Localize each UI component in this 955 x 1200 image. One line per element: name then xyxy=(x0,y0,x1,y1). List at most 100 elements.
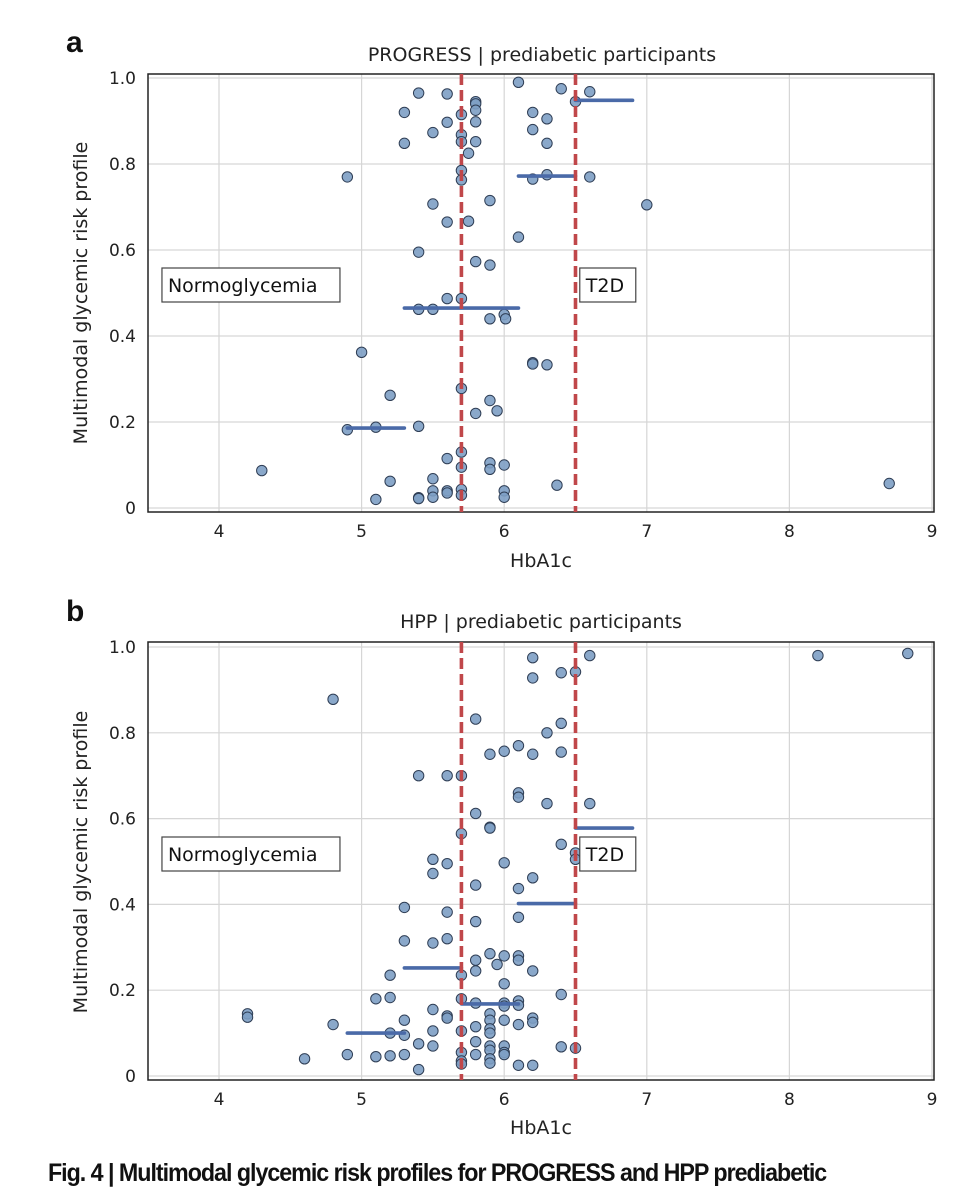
data-point xyxy=(398,106,411,119)
data-point xyxy=(484,1027,496,1039)
data-point xyxy=(484,394,496,407)
data-point xyxy=(484,948,496,960)
y-tick-label: 0 xyxy=(125,499,136,519)
data-point xyxy=(398,1048,411,1061)
data-point xyxy=(241,1011,254,1023)
data-point xyxy=(641,199,653,211)
panel-b-points xyxy=(241,647,914,1076)
data-point xyxy=(499,313,512,325)
y-tick-label: 0.4 xyxy=(109,327,136,347)
y-tick-label: 0.8 xyxy=(109,724,136,744)
data-point xyxy=(512,231,525,243)
data-point xyxy=(498,1048,510,1061)
data-point xyxy=(441,487,453,499)
data-point xyxy=(441,452,453,465)
panel-a-annotations: Normoglycemia T2D xyxy=(161,267,637,303)
annotation-box xyxy=(161,836,341,872)
data-point xyxy=(412,1038,425,1050)
data-point xyxy=(551,479,563,491)
data-point xyxy=(555,83,567,95)
x-tick-label: 4 xyxy=(214,1090,225,1110)
data-point xyxy=(412,420,425,432)
data-point xyxy=(555,717,567,730)
data-point xyxy=(469,407,482,420)
data-point xyxy=(527,1059,539,1071)
data-point xyxy=(484,748,496,760)
data-point xyxy=(427,867,439,880)
data-point xyxy=(384,969,396,981)
data-point xyxy=(498,978,510,990)
x-tick-label: 8 xyxy=(784,1090,795,1110)
data-point xyxy=(512,739,525,752)
x-tick-label: 4 xyxy=(214,522,225,542)
plot-frame xyxy=(147,641,935,1081)
y-tick-label: 1.0 xyxy=(109,69,136,89)
data-point xyxy=(412,246,425,258)
data-point xyxy=(491,958,503,971)
data-point xyxy=(341,1048,354,1061)
data-point xyxy=(469,1035,482,1048)
data-point xyxy=(527,748,539,760)
data-point xyxy=(512,954,525,966)
data-point xyxy=(498,857,510,869)
data-point xyxy=(469,116,482,128)
data-point xyxy=(498,459,510,471)
x-tick-label: 5 xyxy=(356,522,367,542)
data-point xyxy=(427,1003,439,1016)
y-tick-label: 0 xyxy=(125,1067,136,1087)
panel-a-ticks: 4 5 6 7 8 9 0 0.2 0.4 0.6 0.8 1.0 xyxy=(109,69,937,542)
data-point xyxy=(498,745,510,757)
data-point xyxy=(398,901,411,914)
data-point xyxy=(469,879,482,891)
data-point xyxy=(441,292,453,305)
y-tick-label: 0.8 xyxy=(109,155,136,175)
y-tick-label: 0.4 xyxy=(109,895,136,915)
data-point xyxy=(384,389,396,402)
panel-b-ylabel: Multimodal glycemic risk profile xyxy=(70,711,92,1014)
annotation-box xyxy=(161,267,341,303)
data-point xyxy=(384,475,396,488)
panel-letter-b: b xyxy=(66,595,84,628)
data-point xyxy=(491,405,503,417)
panel-a-title: PROGRESS | prediabetic participants xyxy=(368,44,716,66)
plot-frame xyxy=(147,73,935,513)
data-point xyxy=(256,464,268,477)
data-point xyxy=(398,137,411,150)
data-point xyxy=(512,882,525,895)
panel-b-thresholds xyxy=(459,642,578,1080)
data-point xyxy=(441,857,453,870)
x-tick-label: 5 xyxy=(356,1090,367,1110)
data-point xyxy=(584,171,596,183)
data-point xyxy=(555,667,567,679)
data-point xyxy=(355,346,368,359)
y-tick-label: 0.6 xyxy=(109,810,136,830)
panel-b-ticks: 4 5 6 7 8 9 0 0.2 0.4 0.6 0.8 1.0 xyxy=(109,638,937,1110)
data-point xyxy=(412,492,425,505)
panel-a-ylabel: Multimodal glycemic risk profile xyxy=(70,142,92,445)
annotation-box xyxy=(579,267,637,303)
data-point xyxy=(412,87,425,99)
data-point xyxy=(541,137,553,150)
data-point xyxy=(469,255,482,268)
annotation-t2d: T2D xyxy=(585,844,624,866)
data-point xyxy=(555,1041,567,1053)
data-point xyxy=(412,1063,425,1076)
data-point xyxy=(527,1016,539,1029)
data-point xyxy=(484,194,496,207)
panel-b-xlabel: HbA1c xyxy=(510,1117,572,1139)
y-tick-label: 0.6 xyxy=(109,241,136,261)
data-point xyxy=(584,86,596,98)
x-tick-label: 9 xyxy=(927,1090,938,1110)
data-point xyxy=(441,770,453,782)
annotation-normoglycemia: Normoglycemia xyxy=(168,275,318,297)
data-point xyxy=(484,313,496,325)
data-point xyxy=(902,647,914,660)
data-point xyxy=(327,1018,339,1031)
data-point xyxy=(384,991,396,1004)
data-point xyxy=(441,216,453,228)
data-point xyxy=(427,126,439,139)
data-point xyxy=(527,106,539,119)
panel-b-title: HPP | prediabetic participants xyxy=(400,611,682,633)
data-point xyxy=(512,1018,525,1031)
data-point xyxy=(427,473,439,485)
